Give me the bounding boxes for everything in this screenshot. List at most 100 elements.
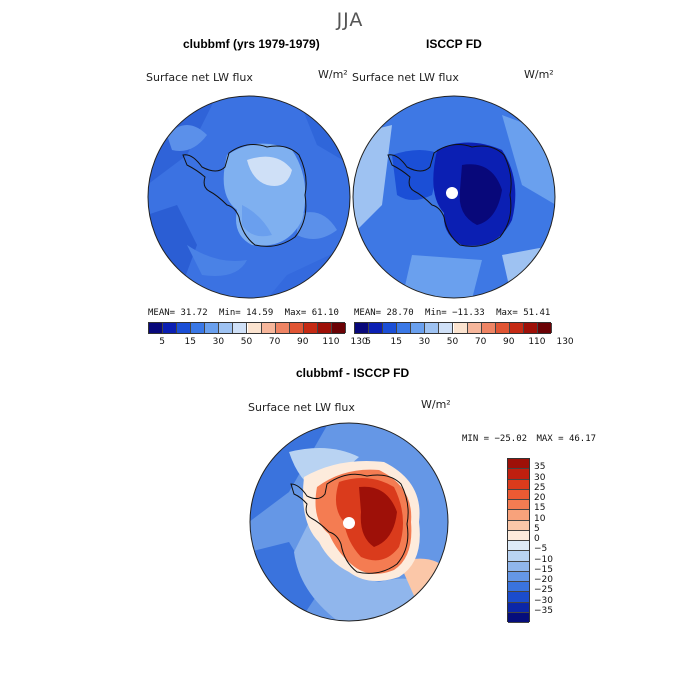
colorbar-swatch [411,323,426,333]
diff-variable: Surface net LW flux [248,401,355,414]
colorbar-swatch [508,561,529,572]
panel2-mean-label: MEAN= [354,308,382,318]
colorbar-swatch [508,530,529,541]
panel1-units: W/m² [318,68,348,81]
panel1-max: 61.10 [311,308,339,318]
colorbar-swatch [191,323,206,333]
colorbar-swatch [331,323,346,333]
colorbar-level-label: −10 [534,554,553,565]
colorbar-level-label: −30 [534,595,553,606]
colorbar-level-label: −20 [534,575,553,585]
colorbar-tick-label: 50 [446,337,459,347]
panel1-variable: Surface net LW flux [146,71,253,84]
colorbar-swatch [219,323,234,333]
colorbar-swatch [289,323,304,333]
panel2-units: W/m² [524,68,554,81]
colorbar-tick-label: 30 [212,337,225,347]
colorbar-swatch [508,469,529,480]
colorbar-swatch [523,323,538,333]
colorbar-swatch [317,323,332,333]
colorbar-level-label: −5 [534,544,548,555]
colorbar-swatch [247,323,262,333]
colorbar-tick-label: 130 [350,337,368,347]
colorbar-level-label: 10 [534,513,546,524]
colorbar-swatch [425,323,440,333]
colorbar-level-label: −15 [534,564,553,575]
diff-minmax: MIN = −25.02 MAX = 46.17 [462,434,596,444]
colorbar-swatch [508,602,529,613]
colorbar-swatch [508,500,529,511]
panel1-stats: MEAN= 31.72 Min= 14.59 Max= 61.10 [148,308,339,318]
colorbar-swatch [355,323,370,333]
colorbar-level-label: 20 [534,493,546,503]
colorbar-level-label: 15 [534,503,546,514]
colorbar-tick-label: 15 [390,337,402,347]
colorbar-swatch [177,323,192,333]
colorbar-tick-label: 5 [365,337,371,347]
panel1-mean-label: MEAN= [148,308,176,318]
colorbar-tick-label: 110 [322,337,340,347]
colorbar-swatch [481,323,496,333]
colorbar-swatch [303,323,318,333]
colorbar-swatch [508,541,529,552]
panel1-max-label: Max= [284,308,307,318]
colorbar-tick-label: 70 [474,337,487,347]
colorbar-swatch [205,323,220,333]
colorbar-tick-label: 130 [556,337,574,347]
colorbar-swatch [508,592,529,603]
colorbar-swatch [508,489,529,500]
panel2-variable: Surface net LW flux [352,71,459,84]
panel1-min: 14.59 [246,308,274,318]
panel2-mean: 28.70 [386,308,414,318]
diff-title: clubbmf - ISCCP FD [296,366,410,380]
colorbar-swatch [397,323,412,333]
colorbar-tick-label: 5 [159,337,165,347]
diff-max: 46.17 [568,434,597,444]
panel1-colorbar [148,322,346,334]
diff-min: −25.02 [494,434,528,444]
panel2-colorbar [354,322,552,334]
colorbar-swatch [508,582,529,593]
colorbar-tick-label: 30 [418,337,431,347]
panel2-title: ISCCP FD [426,37,482,51]
colorbar-swatch [275,323,290,333]
colorbar-swatch [508,479,529,490]
colorbar-swatch [233,323,248,333]
colorbar-tick-label: 110 [528,337,546,347]
colorbar-level-label: 35 [534,462,546,473]
panel1-title: clubbmf (yrs 1979-1979) [183,37,320,51]
colorbar-level-label: 5 [534,523,540,534]
colorbar-tick-label: 50 [240,337,253,347]
panel1-polar-map [147,95,351,299]
colorbar-swatch [467,323,482,333]
panel2-min-label: Min= [425,308,447,318]
colorbar-level-label: 30 [534,472,546,483]
colorbar-swatch [508,520,529,531]
colorbar-swatch [508,510,529,521]
colorbar-swatch [508,551,529,562]
panel2-min: −11.33 [452,308,485,318]
colorbar-tick-label: 70 [268,337,281,347]
colorbar-level-label: −35 [534,605,553,616]
colorbar-swatch [495,323,510,333]
colorbar-swatch [508,571,529,582]
diff-max-label: MAX = [536,434,564,444]
panel2-stats: MEAN= 28.70 Min= −11.33 Max= 51.41 [354,308,550,318]
colorbar-swatch [537,323,552,333]
colorbar-swatch [261,323,276,333]
colorbar-level-label: 25 [534,482,546,493]
panel2-max-label: Max= [496,308,518,318]
colorbar-tick-label: 90 [503,337,515,347]
panel2-max: 51.41 [523,308,551,318]
colorbar-tick-label: 15 [184,337,196,347]
panel1-min-label: Min= [219,308,241,318]
colorbar-tick-label: 90 [297,337,309,347]
diff-colorbar [507,458,530,623]
diff-polar-map [249,422,449,622]
diff-units: W/m² [421,398,451,411]
colorbar-swatch [508,459,529,470]
colorbar-level-label: 0 [534,534,540,544]
colorbar-swatch [453,323,468,333]
colorbar-swatch [439,323,454,333]
